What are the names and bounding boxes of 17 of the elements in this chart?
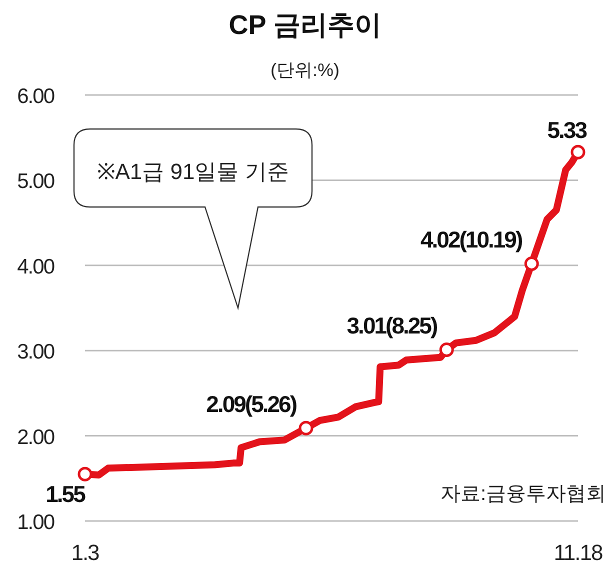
- y-tick-label: 4.00: [17, 255, 54, 278]
- y-tick-label: 1.00: [17, 511, 54, 534]
- y-tick-label: 2.00: [17, 426, 54, 449]
- y-tick-label: 3.00: [17, 340, 54, 364]
- annotation: 2.09(5.26): [206, 391, 297, 418]
- x-tick-label: 11.18: [554, 540, 603, 565]
- annotation: ※A1급 91일물 기준: [97, 159, 289, 184]
- y-tick-label: 6.00: [17, 85, 54, 108]
- chart-title: CP 금리추이: [228, 10, 382, 40]
- annotation: 1.55: [46, 481, 86, 508]
- annotation: 3.01(8.25): [346, 312, 438, 339]
- x-tick-label: 1.3: [71, 540, 100, 565]
- annotation: 자료:금융투자협회: [440, 483, 606, 505]
- chart-subtitle: (단위:%): [270, 60, 340, 80]
- annotation: 4.02(10.19): [420, 226, 522, 253]
- y-tick-label: 5.00: [17, 170, 54, 194]
- annotation: 5.33: [547, 117, 587, 144]
